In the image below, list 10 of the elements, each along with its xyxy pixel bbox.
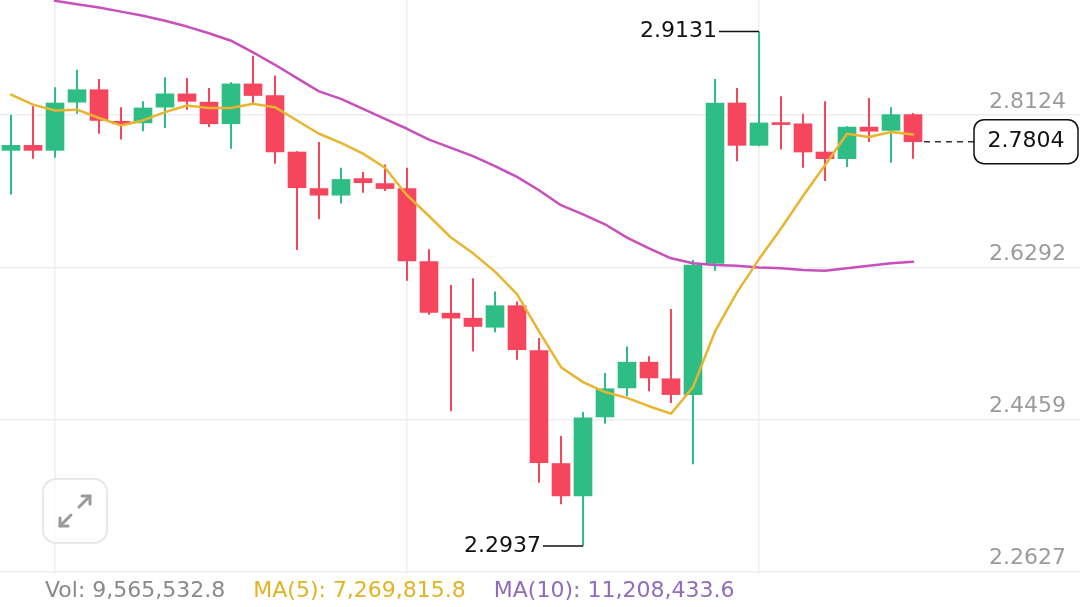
y-tick-label: 2.4459: [989, 392, 1066, 418]
y-tick-label: 2.6292: [989, 240, 1066, 266]
ref-line-label: 2.7804: [987, 127, 1065, 153]
y-tick-label: 2.8124: [989, 87, 1066, 113]
y-tick-label: 2.2627: [989, 544, 1066, 570]
text: MA(10): 11,208,433.6: [493, 576, 735, 602]
text: Vol: 9,565,532.8: [45, 576, 226, 602]
text: MA(5): 7,269,815.8: [253, 576, 466, 602]
annotation: 2.2937: [464, 531, 541, 557]
annotation: 2.9131: [640, 17, 717, 43]
